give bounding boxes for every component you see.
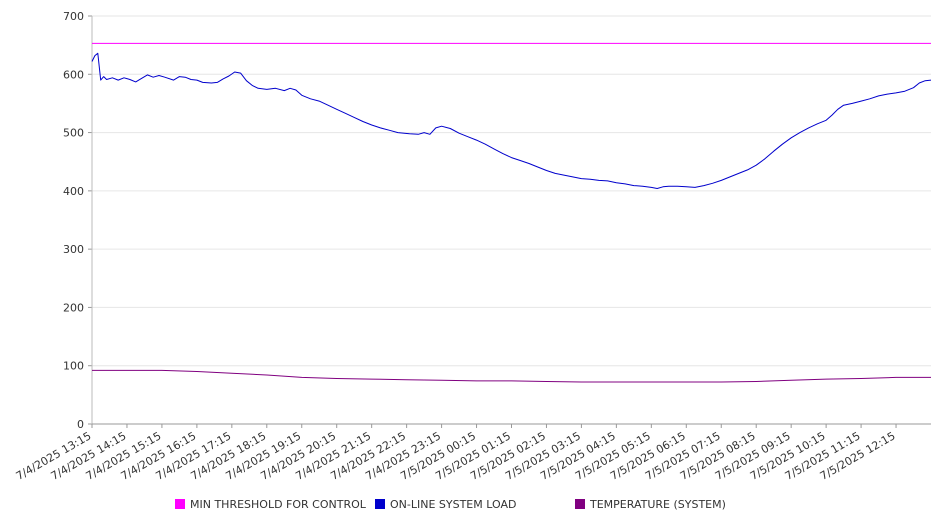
y-tick-label: 500 — [63, 127, 84, 140]
legend-item-system-load: ON-LINE SYSTEM LOAD — [375, 498, 516, 514]
series-lines — [91, 42, 932, 383]
y-tick-label: 400 — [63, 185, 84, 198]
legend-swatch-system-load — [375, 499, 385, 509]
series-line-temperature — [92, 369, 931, 383]
grid-lines — [92, 15, 931, 367]
y-tick-label: 200 — [63, 301, 84, 314]
legend-label-temperature: TEMPERATURE (SYSTEM) — [590, 498, 726, 511]
legend-item-temperature: TEMPERATURE (SYSTEM) — [575, 498, 726, 514]
legend-label-min-threshold: MIN THRESHOLD FOR CONTROL — [190, 498, 366, 511]
y-tick-labels: 0 100 200 300 400 500 600 700 — [63, 10, 84, 431]
y-tick-label: 300 — [63, 243, 84, 256]
y-tick-label: 700 — [63, 10, 84, 23]
series-line-system-load — [91, 52, 932, 189]
legend-item-min-threshold: MIN THRESHOLD FOR CONTROL — [175, 498, 366, 514]
y-tick-label: 100 — [63, 360, 84, 373]
y-tick-label: 600 — [63, 68, 84, 81]
legend-swatch-min-threshold — [175, 499, 185, 509]
y-tick-label: 0 — [77, 418, 84, 431]
x-tick-labels: 7/4/2025 13:157/4/2025 14:157/4/2025 15:… — [14, 429, 898, 483]
axes — [88, 15, 931, 428]
legend-label-system-load: ON-LINE SYSTEM LOAD — [390, 498, 517, 511]
legend-swatch-temperature — [575, 499, 585, 509]
